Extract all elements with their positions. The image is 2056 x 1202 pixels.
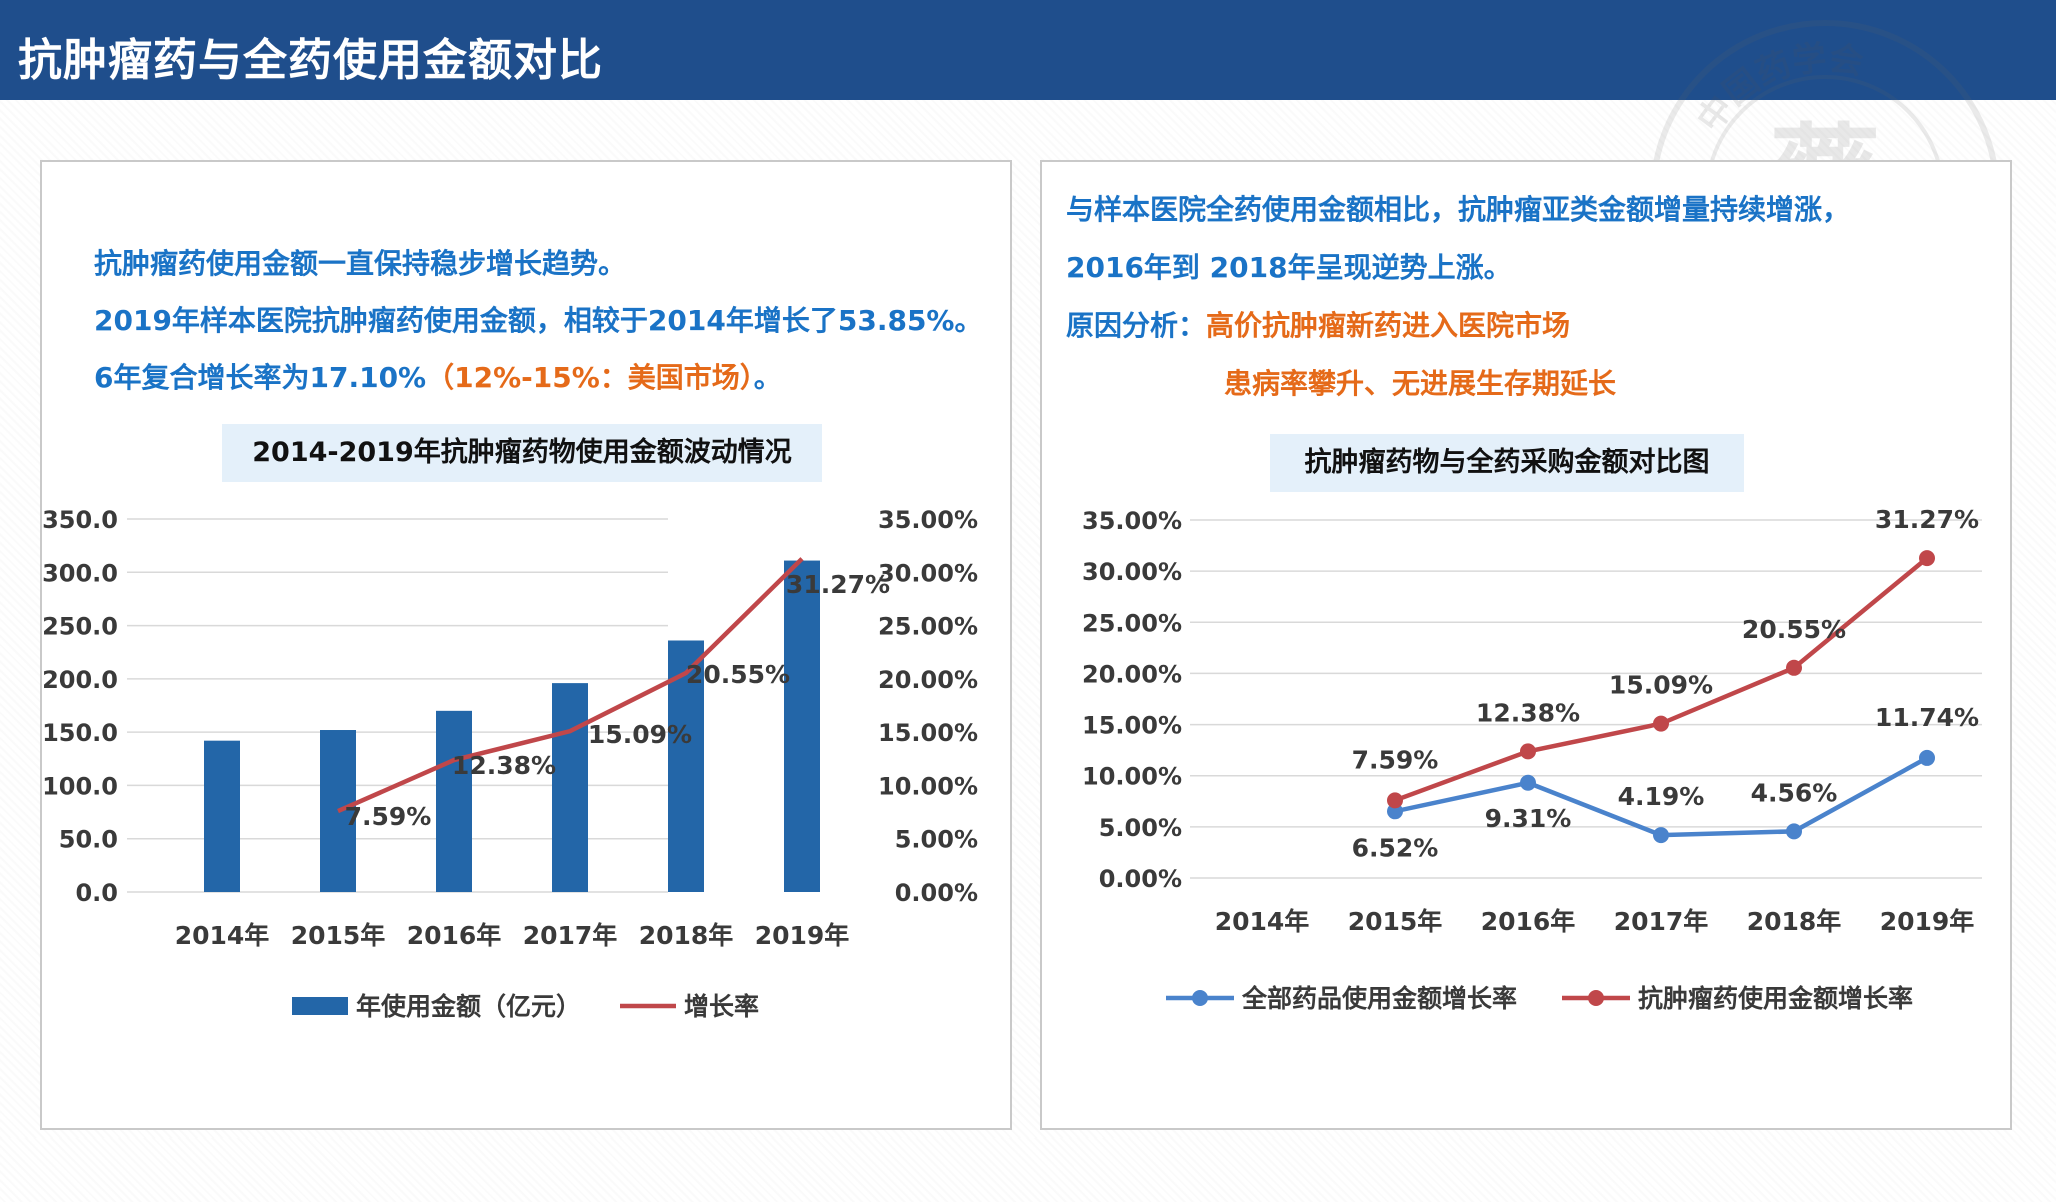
data-point	[1387, 803, 1403, 820]
growth-rate-line	[337, 557, 804, 814]
bar	[552, 683, 588, 892]
y-tick-label: 0.0	[75, 879, 118, 907]
bar	[436, 710, 472, 892]
y2-tick-label: 5.00%	[895, 826, 978, 854]
bar-line-combo-chart: 0.0 50.0 100.0 150.0 200.0 250.0 300.0 350.0 0.0…	[42, 506, 978, 1021]
data-point	[1919, 550, 1935, 567]
dual-line-chart: 0.00% 5.00% 10.00% 15.00% 20.00% 25.00% 30.00%…	[1082, 505, 1982, 1013]
right-chart-title: 抗肿瘤药物与全药采购金额对比图	[1270, 434, 1744, 492]
y2-tick-label: 0.00%	[895, 879, 978, 907]
data-point	[1653, 715, 1669, 732]
summary-line: 2016年到 2018年呈现逆势上涨。	[1066, 246, 1512, 286]
data-label: 4.56%	[1751, 778, 1838, 807]
data-label: 12.38%	[1476, 698, 1580, 727]
summary-segment: 6年复合增长率为17.10%	[94, 361, 427, 394]
summary-segment: 原因分析：	[1066, 309, 1207, 342]
data-point	[1786, 823, 1802, 840]
bar	[784, 560, 820, 892]
x-tick-label: 2014年	[175, 921, 270, 950]
data-label: 7.59%	[345, 802, 432, 831]
y2-tick-label: 10.00%	[878, 772, 978, 800]
data-point	[1919, 749, 1935, 766]
y-tick-label: 50.0	[59, 826, 118, 854]
x-tick-label: 2017年	[1614, 907, 1709, 936]
y-tick-label: 20.00%	[1082, 660, 1182, 688]
data-point	[1520, 743, 1536, 760]
y-tick-label: 100.0	[42, 772, 118, 800]
y-tick-label: 200.0	[42, 666, 118, 694]
summary-segment: （12%-15%：美国市场）	[426, 361, 754, 394]
summary-line: 6年复合增长率为17.10%（12%-15%：美国市场）。	[94, 356, 782, 396]
summary-segment: 高价抗肿瘤新药进入医院市场	[1206, 309, 1571, 342]
y2-tick-label: 35.00%	[878, 506, 978, 534]
data-label: 7.59%	[1352, 745, 1439, 774]
data-label: 20.55%	[686, 660, 790, 689]
summary-segment: 2016年到 2018年呈现逆势上涨。	[1066, 251, 1512, 284]
bar	[204, 740, 240, 892]
x-tick-label: 2015年	[291, 921, 386, 950]
summary-segment: 与样本医院全药使用金额相比，抗肿瘤亚类金额增量持续增涨，	[1066, 193, 1851, 226]
y2-tick-label: 30.00%	[878, 559, 978, 587]
y-tick-label: 30.00%	[1082, 558, 1182, 586]
data-label: 31.27%	[786, 570, 890, 599]
x-tick-label: 2019年	[1880, 907, 1975, 936]
right-panel: 与样本医院全药使用金额相比，抗肿瘤亚类金额增量持续增涨， 2016年到 2018年…	[1040, 160, 2012, 1130]
summary-segment: 抗肿瘤药使用金额一直保持稳步增长趋势。	[94, 247, 627, 280]
page-title: 抗肿瘤药与全药使用金额对比	[18, 35, 603, 86]
y-tick-label: 25.00%	[1082, 609, 1182, 637]
y-tick-label: 0.00%	[1099, 865, 1182, 893]
x-tick-label: 2016年	[1481, 907, 1576, 936]
legend-bar-swatch	[292, 997, 348, 1015]
data-label: 9.31%	[1485, 804, 1572, 833]
legend-bar-label: 年使用金额（亿元）	[356, 992, 581, 1021]
x-tick-label: 2017年	[523, 921, 618, 950]
x-tick-label: 2018年	[639, 921, 734, 950]
legend-swatch-marker	[1588, 990, 1604, 1006]
data-label: 6.52%	[1352, 833, 1439, 862]
legend-label: 抗肿瘤药使用金额增长率	[1638, 984, 1913, 1013]
y-tick-label: 300.0	[42, 559, 118, 587]
header-bar: 抗肿瘤药与全药使用金额对比	[0, 0, 2056, 100]
y2-tick-label: 25.00%	[878, 613, 978, 641]
data-point	[1520, 774, 1536, 791]
data-label: 15.09%	[588, 720, 692, 749]
y-tick-label: 350.0	[42, 506, 118, 534]
data-label: 31.27%	[1875, 505, 1979, 534]
data-label: 12.38%	[452, 751, 556, 780]
summary-line: 抗肿瘤药使用金额一直保持稳步增长趋势。	[94, 242, 626, 282]
summary-line: 2019年样本医院抗肿瘤药使用金额，相较于2014年增长了53.85%。	[94, 299, 982, 339]
y2-tick-label: 15.00%	[878, 719, 978, 747]
left-panel: 抗肿瘤药使用金额一直保持稳步增长趋势。 2019年样本医院抗肿瘤药使用金额，相较于…	[40, 160, 1012, 1130]
y-tick-label: 15.00%	[1082, 712, 1182, 740]
summary-segment: 2019年样本医院抗肿瘤药使用金额，相较于2014年增长了53.85%。	[94, 304, 983, 337]
summary-line: 与样本医院全药使用金额相比，抗肿瘤亚类金额增量持续增涨，	[1066, 188, 1850, 228]
data-label: 11.74%	[1875, 703, 1979, 732]
data-point	[1387, 792, 1403, 809]
data-point	[1653, 827, 1669, 844]
summary-segment: 。	[753, 361, 782, 394]
x-tick-label: 2019年	[755, 921, 850, 950]
y-tick-label: 5.00%	[1099, 814, 1182, 842]
y-tick-label: 35.00%	[1082, 507, 1182, 535]
x-tick-label: 2014年	[1215, 907, 1310, 936]
legend-line-label: 增长率	[684, 992, 759, 1021]
x-tick-label: 2015年	[1348, 907, 1443, 936]
data-label: 20.55%	[1742, 615, 1846, 644]
data-label: 4.19%	[1618, 782, 1705, 811]
data-point	[1786, 659, 1802, 676]
x-tick-label: 2018年	[1747, 907, 1842, 936]
summary-segment: 患病率攀升、无进展生存期延长	[1224, 367, 1617, 400]
y-tick-label: 10.00%	[1082, 763, 1182, 791]
bar	[668, 640, 704, 892]
left-chart-title: 2014-2019年抗肿瘤药物使用金额波动情况	[222, 424, 822, 482]
summary-line: 患病率攀升、无进展生存期延长	[1224, 362, 1616, 402]
legend-swatch-marker	[1192, 990, 1208, 1006]
x-tick-label: 2016年	[407, 921, 502, 950]
y2-tick-label: 20.00%	[878, 666, 978, 694]
y-tick-label: 250.0	[42, 613, 118, 641]
summary-line: 原因分析：高价抗肿瘤新药进入医院市场	[1066, 304, 1570, 344]
legend-label: 全部药品使用金额增长率	[1241, 984, 1517, 1013]
data-label: 15.09%	[1609, 671, 1713, 700]
y-tick-label: 150.0	[42, 719, 118, 747]
